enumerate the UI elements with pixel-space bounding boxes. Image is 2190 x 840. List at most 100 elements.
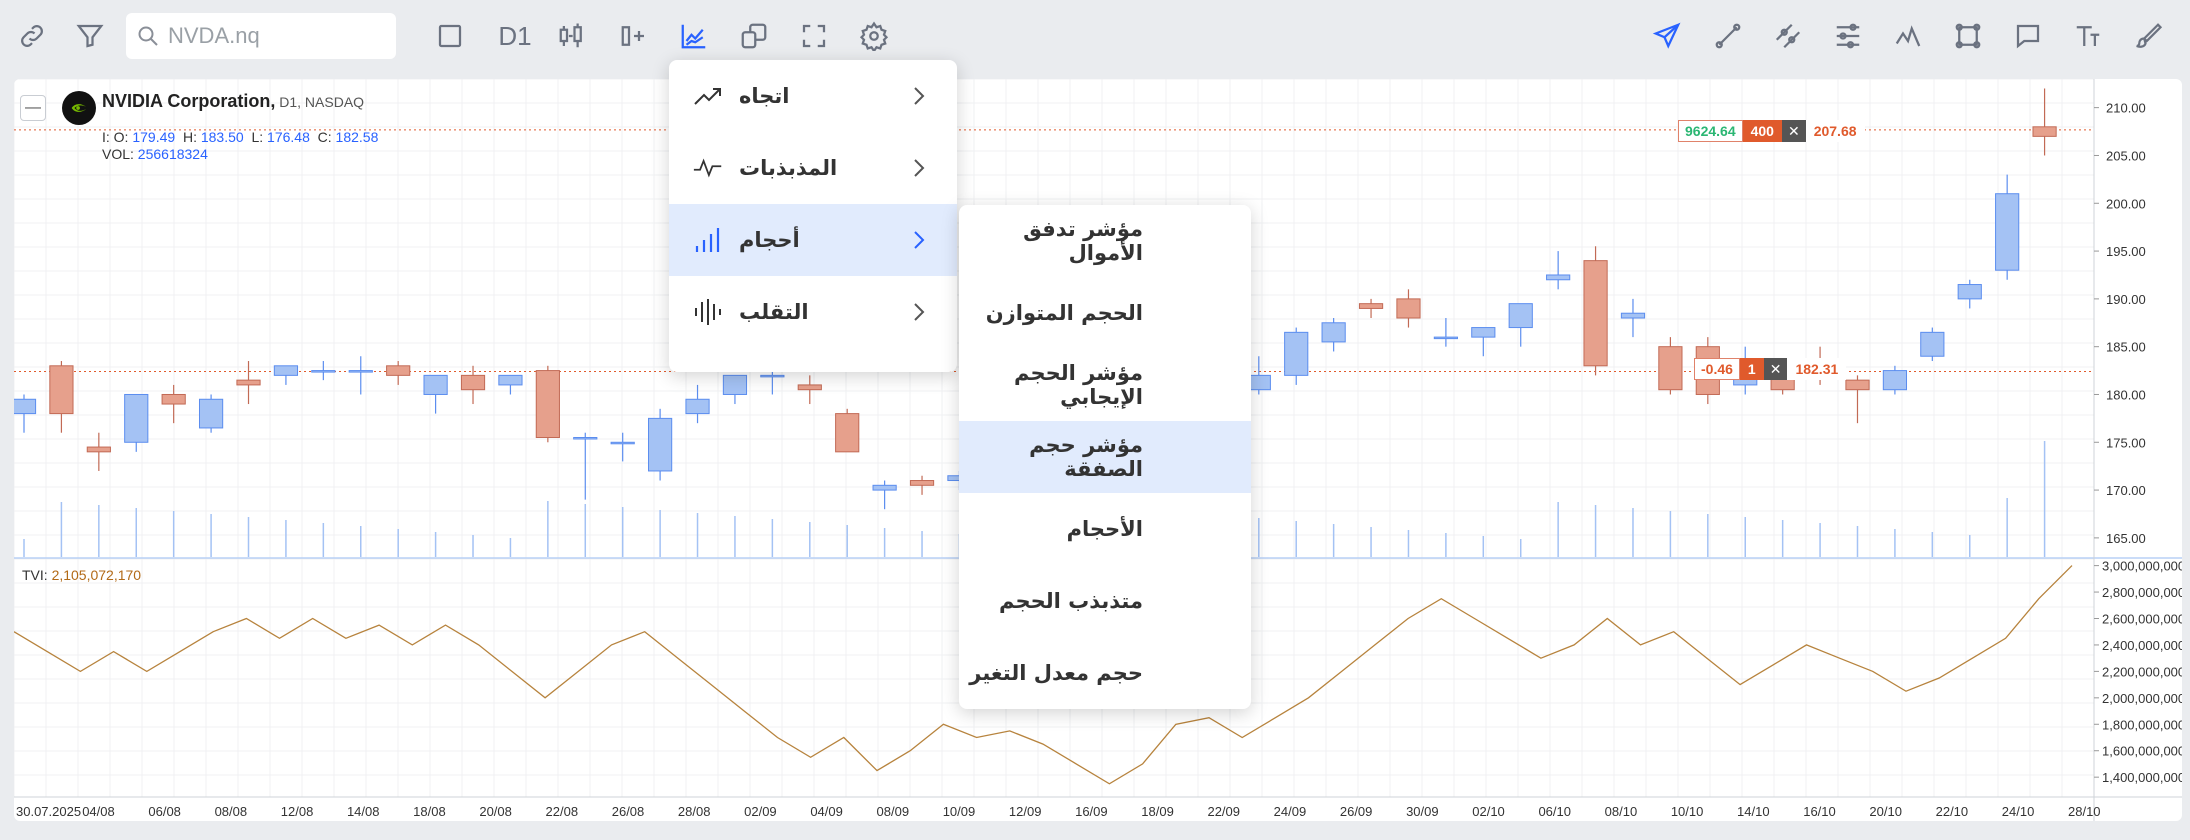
low-label: L: — [251, 129, 264, 145]
link-icon[interactable] — [14, 18, 50, 54]
order-pnl: 9624.64 — [1678, 120, 1743, 142]
submenu-item-volume-oscillator[interactable]: متذبذب الحجم — [959, 565, 1251, 637]
symbol-legend: NVIDIA Corporation, D1, NASDAQ — [102, 91, 364, 112]
cursor-icon[interactable] — [1649, 18, 1685, 54]
candle-body — [311, 370, 336, 373]
close-value: 182.58 — [335, 129, 379, 145]
order-qty: 400 — [1742, 120, 1782, 142]
indicator-category-menu: اتجاه المذبذبات أحجام التقلب — [669, 60, 957, 372]
text-tool-icon[interactable] — [2070, 18, 2106, 54]
date-tick-label: 14/10 — [1737, 804, 1770, 819]
date-tick-label: 04/08 — [82, 804, 115, 819]
candle-body — [124, 393, 149, 443]
menu-item-volatility[interactable]: التقلب — [669, 276, 957, 348]
filter-icon[interactable] — [72, 18, 108, 54]
submenu-item-volumes[interactable]: الأحجام — [959, 493, 1251, 565]
submenu-item-mfi[interactable]: مؤشر تدفق الأموال — [959, 205, 1251, 277]
date-tick-label: 26/09 — [1340, 804, 1373, 819]
menu-label-trend: اتجاه — [739, 84, 790, 108]
date-tick-label: 22/09 — [1207, 804, 1240, 819]
menu-item-trend[interactable]: اتجاه — [669, 60, 957, 132]
menu-item-oscillators[interactable]: المذبذبات — [669, 132, 957, 204]
candle-body — [498, 374, 523, 386]
brush-icon[interactable] — [2130, 18, 2166, 54]
order-tag[interactable]: 9624.64 400 ✕ 207.68 — [1678, 120, 1865, 142]
price-tick-label: 185.00 — [2106, 340, 2146, 355]
date-tick-label: 12/08 — [281, 804, 314, 819]
tvi-value: 2,105,072,170 — [51, 567, 142, 583]
fullscreen-icon[interactable] — [796, 18, 832, 54]
tvi-tick-label: 2,000,000,000 — [2102, 691, 2182, 706]
order-price: 207.68 — [1805, 120, 1865, 142]
candle-body — [460, 374, 486, 391]
trendline-icon[interactable] — [1710, 18, 1746, 54]
symbol-exchange: NASDAQ — [304, 94, 365, 110]
date-tick-label: 08/10 — [1605, 804, 1638, 819]
submenu-item-obv[interactable]: الحجم المتوازن — [959, 277, 1251, 349]
candles-icon[interactable] — [554, 18, 590, 54]
tvi-tick-label: 2,600,000,000 — [2102, 612, 2182, 627]
candle-body — [273, 365, 299, 376]
candle-body — [1321, 322, 1346, 343]
volume-value: 256618324 — [137, 146, 208, 162]
order-close-button[interactable]: ✕ — [1781, 120, 1806, 142]
search-input[interactable] — [168, 23, 388, 49]
indicators-icon[interactable] — [676, 18, 712, 54]
candle-body — [1358, 303, 1384, 309]
candle-body — [610, 441, 635, 445]
position-close-button[interactable]: ✕ — [1763, 358, 1788, 380]
rectangle-icon[interactable] — [1950, 18, 1986, 54]
menu-item-volumes[interactable]: أحجام — [669, 204, 957, 276]
candle-body — [1433, 336, 1458, 340]
candle-body — [1920, 331, 1945, 357]
symbol-search[interactable] — [126, 13, 396, 59]
settings-gear-icon[interactable] — [856, 18, 892, 54]
chevron-right-icon — [914, 303, 925, 321]
date-tick-label: 02/10 — [1472, 804, 1505, 819]
submenu-item-tvi[interactable]: مؤشر حجم الصفقة — [959, 421, 1251, 493]
position-tag[interactable]: -0.46 1 ✕ 182.31 — [1694, 358, 1847, 380]
candle-body — [386, 365, 411, 376]
compare-icon[interactable] — [616, 18, 652, 54]
templates-icon[interactable] — [736, 18, 772, 54]
fib-levels-icon[interactable] — [1830, 18, 1866, 54]
candle-body — [1284, 331, 1309, 376]
interval-button[interactable]: D1 — [493, 18, 537, 54]
interval-label: D1 — [498, 20, 532, 51]
date-tick-label: 16/09 — [1075, 804, 1108, 819]
submenu-label: مؤشر الحجم الإيجابي — [1013, 361, 1143, 409]
submenu-label: متذبذب الحجم — [999, 589, 1143, 613]
date-tick-label: 14/08 — [347, 804, 380, 819]
candle-body — [1396, 298, 1421, 319]
submenu-item-vroc[interactable]: حجم معدل التغير — [959, 637, 1251, 709]
pattern-icon[interactable] — [1890, 18, 1926, 54]
volatility-icon — [695, 299, 721, 325]
price-tick-label: 165.00 — [2106, 531, 2146, 546]
submenu-label: حجم معدل التغير — [969, 661, 1143, 685]
submenu-label: مؤشر حجم الصفقة — [1029, 433, 1143, 481]
date-tick-label: 22/10 — [1936, 804, 1969, 819]
submenu-item-pvi[interactable]: مؤشر الحجم الإيجابي — [959, 349, 1251, 421]
candle-body — [760, 374, 785, 378]
candle-body — [161, 393, 186, 405]
date-tick-label: 18/09 — [1141, 804, 1174, 819]
collapse-button[interactable]: — — [20, 95, 46, 121]
date-tick-label: 20/08 — [479, 804, 512, 819]
submenu-label: الأحجام — [1066, 517, 1143, 541]
volume-label: VOL: — [102, 146, 134, 162]
layout-icon[interactable] — [432, 18, 468, 54]
channel-icon[interactable] — [1770, 18, 1806, 54]
candle-body — [797, 384, 822, 391]
date-tick-label: 28/10 — [2068, 804, 2101, 819]
symbol-name: NVIDIA Corporation, — [102, 91, 276, 111]
comment-icon[interactable] — [2010, 18, 2046, 54]
date-tick-label: 04/09 — [810, 804, 843, 819]
high-label: H: — [182, 129, 197, 145]
candle-body — [1546, 274, 1571, 281]
date-tick-label: 08/09 — [877, 804, 910, 819]
candle-body — [14, 398, 37, 415]
position-qty: 1 — [1739, 358, 1764, 380]
candle-body — [685, 398, 710, 415]
candle-body — [1583, 260, 1608, 367]
candle-body — [872, 484, 897, 491]
